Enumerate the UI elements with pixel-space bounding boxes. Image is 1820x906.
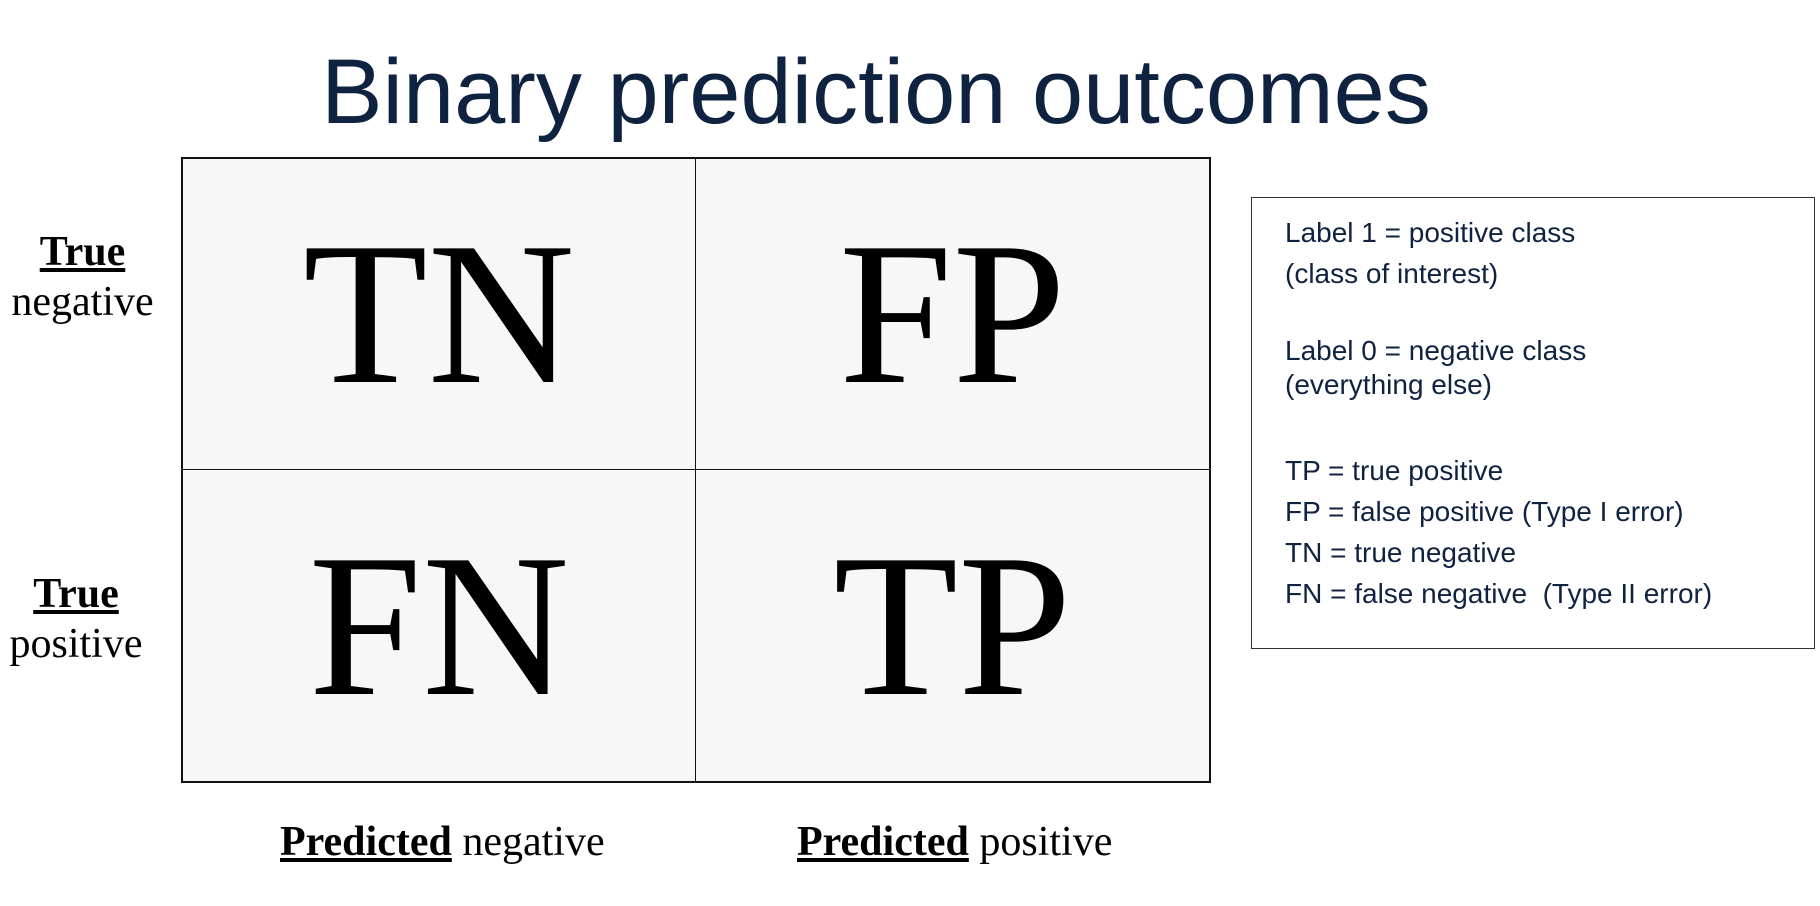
column-label-predicted-negative-rest: negative <box>451 819 605 865</box>
cell-fn: FN <box>183 470 696 781</box>
legend-line: TP = true positive <box>1285 455 1504 486</box>
row-label-true-positive: True positive <box>0 570 152 669</box>
legend-spacer <box>1285 294 1814 334</box>
cell-fp: FP <box>696 159 1209 470</box>
column-label-predicted-negative: Predicted negative <box>280 818 605 866</box>
diagram-title: Binary prediction outcomes <box>321 41 1431 143</box>
column-label-predicted-positive-rest: positive <box>968 819 1113 865</box>
legend-line: (class of interest) <box>1285 258 1499 289</box>
row-label-true-positive-rest: positive <box>9 620 143 667</box>
legend-line: (everything else) <box>1285 369 1492 400</box>
row-label-true-negative-rest: negative <box>11 278 154 325</box>
legend-line: FP = false positive (Type I error) <box>1285 496 1684 527</box>
column-label-predicted-positive-bold: Predicted <box>797 819 969 865</box>
legend-spacer <box>1285 402 1814 450</box>
column-label-predicted-positive: Predicted positive <box>797 818 1112 866</box>
cell-tp: TP <box>833 512 1072 739</box>
legend-line: Label 0 = negative class <box>1285 335 1587 366</box>
column-label-predicted-negative-bold: Predicted <box>280 819 452 865</box>
row-label-true-positive-bold: True <box>33 571 119 617</box>
legend-line: TN = true negative <box>1285 537 1517 568</box>
legend-line: Label 1 = positive class <box>1285 217 1576 248</box>
confusion-matrix: TN FP FN TP <box>181 157 1211 783</box>
cell-tn: TN <box>183 159 696 470</box>
row-label-true-negative-bold: True <box>39 229 126 275</box>
legend-line: FN = false negative (Type II error) <box>1285 578 1713 609</box>
legend-box: Label 1 = positive class (class of inter… <box>1251 197 1815 649</box>
row-label-true-negative: True negative <box>0 228 165 327</box>
